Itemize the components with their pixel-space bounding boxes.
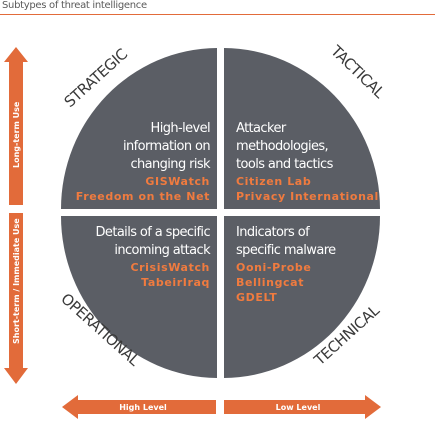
tactical-line-3: tools and tactics — [236, 157, 333, 172]
low-level-arrow: Low Level — [224, 395, 381, 419]
strategic-line-2: information on — [123, 139, 211, 154]
short-term-arrow: Short-term / Immediate Use — [4, 213, 28, 384]
page-title: Subtypes of threat intelligence — [2, 0, 147, 11]
quadrant-strategic — [61, 48, 217, 209]
technical-source-1: Ooni-Probe — [236, 261, 312, 274]
strategic-description: High-level information on changing risk … — [60, 120, 211, 204]
tactical-source-2: Privacy International — [236, 190, 379, 203]
strategic-source-2: Freedom on the Net — [75, 190, 210, 203]
technical-source-3: GDELT — [236, 291, 278, 304]
strategic-line-3: changing risk — [130, 157, 210, 172]
short-term-label: Short-term / Immediate Use — [12, 218, 21, 344]
tactical-description: Attacker methodologies, tools and tactic… — [236, 120, 396, 204]
technical-line-1: Indicators of — [236, 225, 310, 240]
low-level-label: Low Level — [276, 403, 321, 412]
technical-line-2: specific malware — [236, 243, 336, 258]
quadrant-tactical — [224, 48, 381, 209]
label-tactical: TACTICAL — [327, 41, 389, 102]
strategic-source-1: GISWatch — [145, 175, 210, 188]
title-divider — [0, 14, 435, 15]
operational-source-2: TabeirIraq — [141, 276, 210, 289]
operational-line-1: Details of a specific — [95, 225, 211, 240]
tactical-source-1: Citizen Lab — [236, 175, 312, 188]
tactical-line-2: methodologies, — [236, 139, 329, 154]
tactical-line-1: Attacker — [236, 121, 286, 136]
high-level-arrow: High Level — [62, 395, 216, 419]
quadrant-operational — [61, 216, 217, 378]
technical-source-2: Bellingcat — [236, 276, 305, 289]
operational-source-1: CrisisWatch — [130, 261, 210, 274]
operational-line-2: incoming attack — [114, 243, 210, 258]
technical-description: Indicators of specific malware Ooni-Prob… — [236, 224, 396, 305]
strategic-line-1: High-level — [150, 121, 211, 136]
quadrant-technical — [224, 216, 381, 378]
long-term-label: Long-term Use — [12, 101, 21, 168]
long-term-arrow: Long-term Use — [4, 47, 28, 205]
operational-description: Details of a specific incoming attack Cr… — [60, 224, 211, 290]
high-level-label: High Level — [119, 403, 167, 412]
